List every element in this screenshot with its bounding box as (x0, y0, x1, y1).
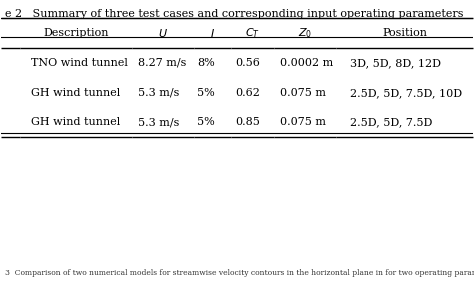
Text: e 2   Summary of three test cases and corresponding input operating parameters: e 2 Summary of three test cases and corr… (5, 9, 463, 19)
Text: 3  Comparison of two numerical models for streamwise velocity contours in the ho: 3 Comparison of two numerical models for… (5, 269, 474, 277)
